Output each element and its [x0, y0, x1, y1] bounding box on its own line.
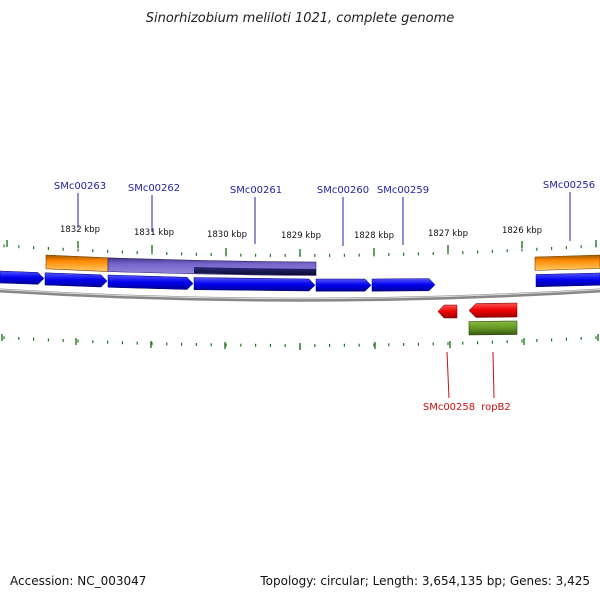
gene-label-smc00262[interactable]: SMc00262	[128, 183, 180, 194]
tick-label: 1829 kbp	[281, 231, 321, 241]
gene-label-smc00256[interactable]: SMc00256	[543, 180, 595, 191]
cds-arrow	[107, 274, 194, 290]
forward-leader-lines	[77, 192, 571, 246]
cds-arrow	[437, 304, 458, 319]
reverse-cds-track	[437, 302, 518, 319]
cds-arrow	[371, 278, 436, 292]
tick-label: 1826 kbp	[502, 226, 542, 236]
leader-line	[446, 351, 450, 399]
genome-summary-text: Topology: circular; Length: 3,654,135 bp…	[260, 574, 590, 588]
upper-minor-ticks	[3, 244, 597, 257]
gene-label-smc00260[interactable]: SMc00260	[317, 185, 369, 196]
cds-arrow	[0, 270, 45, 285]
gene-label-smc00261[interactable]: SMc00261	[230, 185, 282, 196]
tick-label: 1828 kbp	[354, 231, 394, 241]
gene-label-ropb2[interactable]: ropB2	[481, 402, 511, 413]
lower-tick-ruler	[1, 334, 599, 350]
cds-arrow	[193, 277, 316, 292]
accession-text: Accession: NC_003047	[10, 574, 147, 588]
cds-arrow	[535, 272, 600, 288]
olive-feature	[468, 320, 518, 336]
annotation-features	[45, 254, 600, 276]
cds-arrow	[468, 302, 518, 318]
gene-label-smc00263[interactable]: SMc00263	[54, 181, 106, 192]
gene-label-smc00258[interactable]: SMc00258	[423, 402, 475, 413]
lower-minor-ticks	[3, 336, 597, 347]
reverse-leader-lines	[446, 351, 495, 399]
tick-label: 1832 kbp	[60, 225, 100, 235]
orange-feature-right	[534, 254, 600, 271]
tick-label: 1827 kbp	[428, 229, 468, 239]
forward-cds-track	[0, 270, 600, 292]
cds-arrow	[315, 278, 372, 292]
tick-label: 1831 kbp	[134, 228, 174, 238]
tick-label: 1830 kbp	[207, 230, 247, 240]
cds-arrow	[44, 272, 108, 288]
genome-backbone	[0, 288, 600, 302]
navy-feature	[194, 267, 316, 276]
leader-line	[492, 351, 495, 399]
map-title: Sinorhizobium meliloti 1021, complete ge…	[146, 11, 455, 26]
upper-tick-ruler	[3, 240, 597, 257]
gene-label-smc00259[interactable]: SMc00259	[377, 185, 429, 196]
orange-feature-left	[45, 254, 109, 272]
